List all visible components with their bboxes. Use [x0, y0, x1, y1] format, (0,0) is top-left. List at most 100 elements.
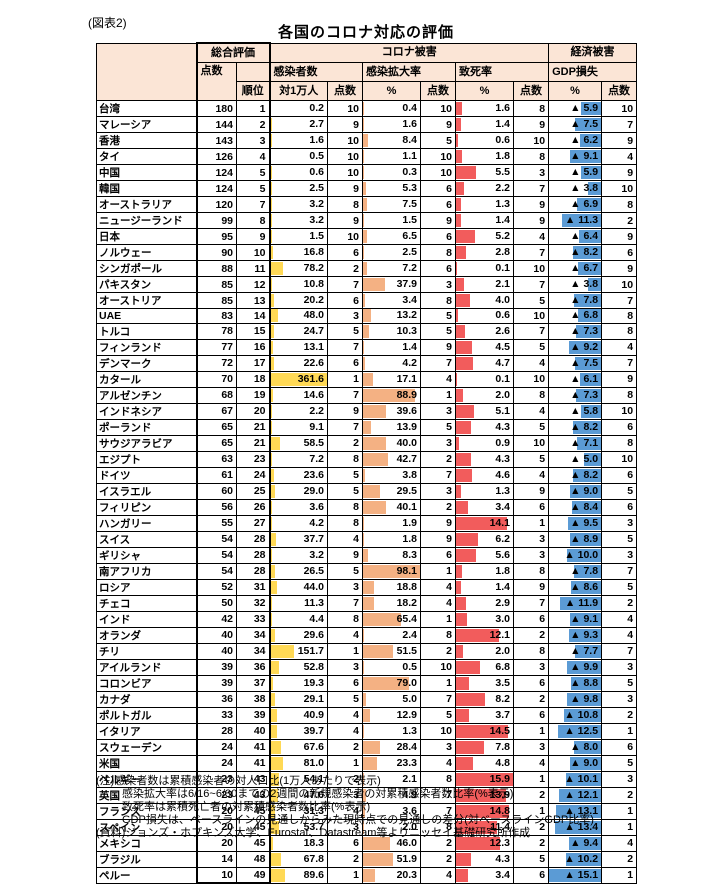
spread-bar — [363, 294, 365, 307]
fatality-rate-cell-value: 2.1 — [495, 278, 513, 290]
fatality-rate-cell-value: 5.5 — [495, 166, 513, 178]
spread-points-cell: 5 — [421, 707, 456, 723]
economic-group-header: 経済被害 — [549, 43, 637, 63]
gdp-points-cell: 8 — [602, 435, 637, 451]
gdp-loss-cell-value: ▲ 5.0 — [570, 453, 601, 465]
spread-points-cell: 3 — [421, 483, 456, 499]
infected-rate-cell-value: 89.6 — [304, 869, 327, 881]
overall-rank-cell: 41 — [237, 755, 270, 771]
gdp-points-cell: 4 — [602, 611, 637, 627]
fatality-points-cell: 10 — [514, 309, 549, 324]
fatality-rate-cell: 2.8 — [456, 245, 514, 261]
spread-rate-cell-value: 23.3 — [397, 757, 420, 769]
infected-rate-cell-value: 26.5 — [304, 565, 327, 577]
fatality-points-cell: 6 — [514, 707, 549, 723]
spread-rate-cell: 18.2 — [363, 595, 421, 611]
infected-rate-cell-value: 13.1 — [304, 341, 327, 353]
gdp-points-cell: 1 — [602, 867, 637, 883]
infected-points-cell: 2 — [328, 435, 363, 451]
gdp-loss-cell: ▲ 11.9 — [549, 595, 602, 611]
infected-points-cell: 8 — [328, 611, 363, 627]
gdp-points-cell: 6 — [602, 419, 637, 435]
overall-score-cell: 61 — [197, 467, 237, 483]
fatality-bar — [456, 150, 462, 163]
country-cell: ペルー — [97, 867, 197, 883]
fatality-bar — [456, 325, 465, 338]
spread-rate-cell: 1.4 — [363, 339, 421, 355]
gdp-loss-cell: ▲ 5.0 — [549, 451, 602, 467]
spread-bar — [363, 453, 388, 466]
overall-score-cell: 60 — [197, 483, 237, 499]
spread-rate-cell-value: 1.6 — [402, 118, 420, 130]
spread-rate-cell-value: 7.5 — [402, 198, 420, 210]
spread-rate-cell: 28.4 — [363, 739, 421, 755]
country-cell: スイス — [97, 531, 197, 547]
fatality-points-cell: 6 — [514, 499, 549, 515]
gdp-points-cell: 8 — [602, 309, 637, 324]
fatality-bar — [456, 309, 458, 322]
gdp-points-cell: 10 — [602, 451, 637, 467]
gdp-loss-cell: ▲ 11.3 — [549, 213, 602, 229]
gdp-loss-cell: ▲ 3.8 — [549, 277, 602, 293]
infected-bar — [271, 661, 279, 674]
fatality-bar — [456, 182, 464, 195]
country-cell: サウジアラビア — [97, 435, 197, 451]
spread-bar — [363, 629, 364, 642]
infected-bar — [271, 501, 272, 514]
overall-score-cell: 124 — [197, 165, 237, 181]
country-cell: トルコ — [97, 323, 197, 339]
overall-score-cell: 65 — [197, 435, 237, 451]
infected-points-cell: 4 — [328, 707, 363, 723]
fatality-bar — [456, 581, 461, 594]
spread-points-cell: 1 — [421, 675, 456, 691]
spread-rate-cell-value: 1.3 — [402, 725, 420, 737]
infected-rate-cell-value: 3.2 — [309, 198, 327, 210]
infected-points-cell: 7 — [328, 419, 363, 435]
fatality-rate-cell: 1.4 — [456, 117, 514, 133]
gdp-loss-cell: ▲ 10.8 — [549, 707, 602, 723]
fatality-points-cell: 10 — [514, 261, 549, 277]
fatality-rate-cell: 4.3 — [456, 419, 514, 435]
fatality-points-cell: 10 — [514, 371, 549, 387]
fatality-rate-cell: 2.6 — [456, 323, 514, 339]
infected-points-cell: 8 — [328, 197, 363, 213]
infected-rate-cell-value: 10.8 — [304, 278, 327, 290]
spread-rate-cell: 4.2 — [363, 355, 421, 371]
fatality-rate-cell-value: 0.1 — [495, 262, 513, 274]
gdp-loss-cell-value: ▲ 6.8 — [570, 309, 601, 321]
infected-rate-cell-value: 29.6 — [304, 629, 327, 641]
infected-points-cell: 5 — [328, 563, 363, 579]
infected-points-header: 点数 — [328, 82, 363, 101]
gdp-points-cell: 7 — [602, 355, 637, 371]
spread-points-cell: 1 — [421, 563, 456, 579]
gdp-loss-cell: ▲ 6.2 — [549, 133, 602, 149]
fatality-rate-cell: 1.8 — [456, 149, 514, 165]
country-cell: ポーランド — [97, 419, 197, 435]
spread-points-cell: 5 — [421, 323, 456, 339]
spread-rate-cell-value: 1.4 — [402, 341, 420, 353]
gdp-loss-cell-value: ▲ 7.3 — [570, 389, 601, 401]
fatality-rate-cell: 3.5 — [456, 675, 514, 691]
gdp-loss-cell: ▲ 5.9 — [549, 101, 602, 117]
spread-points-cell: 8 — [421, 293, 456, 309]
spread-points-cell: 6 — [421, 197, 456, 213]
fatality-rate-cell: 0.1 — [456, 371, 514, 387]
spread-rate-cell: 40.1 — [363, 499, 421, 515]
overall-score-cell: 36 — [197, 691, 237, 707]
spread-rate-cell-value: 8.4 — [402, 134, 420, 146]
spread-rate-cell: 0.3 — [363, 165, 421, 181]
spread-bar — [363, 549, 368, 562]
gdp-loss-cell-value: ▲ 7.5 — [570, 118, 601, 130]
fatality-rate-cell-value: 5.6 — [495, 549, 513, 561]
infected-bar — [271, 533, 277, 546]
country-cell: インドネシア — [97, 403, 197, 419]
fatality-rate-cell-value: 0.1 — [495, 373, 513, 385]
fatality-points-cell: 3 — [514, 547, 549, 563]
fatality-bar — [456, 485, 461, 498]
spread-points-cell: 4 — [421, 867, 456, 883]
infected-rate-cell: 20.2 — [270, 293, 328, 309]
